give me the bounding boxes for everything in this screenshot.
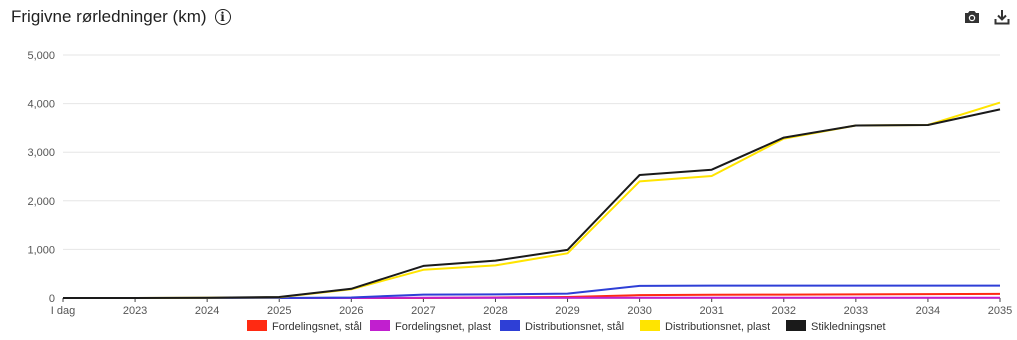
series-lines xyxy=(63,101,1001,299)
legend-label[interactable]: Distributionsnet, stål xyxy=(525,321,624,333)
legend-swatch[interactable] xyxy=(786,320,806,331)
series-line[interactable] xyxy=(63,101,1001,299)
x-tick-label: 2034 xyxy=(916,305,940,317)
info-icon[interactable]: i xyxy=(214,9,231,25)
x-tick-label: 2027 xyxy=(411,305,435,317)
legend-label[interactable]: Stikledningsnet xyxy=(811,321,886,333)
x-tick-label: 2026 xyxy=(339,305,363,317)
legend-swatch[interactable] xyxy=(640,320,660,331)
legend-label[interactable]: Distributionsnet, plast xyxy=(665,321,770,333)
legend-label[interactable]: Fordelingsnet, plast xyxy=(395,321,491,333)
y-tick-label: 2,000 xyxy=(27,196,55,208)
x-tick-label: 2031 xyxy=(699,305,723,317)
x-tick-label: I dag xyxy=(51,305,75,317)
y-tick-label: 5,000 xyxy=(27,50,55,62)
y-axis: 0 1,000 2,000 3,000 4,000 5,000 xyxy=(27,50,55,305)
legend: Fordelingsnet, stål Fordelingsnet, plast D… xyxy=(247,320,886,333)
legend-label[interactable]: Fordelingsnet, stål xyxy=(272,321,362,333)
camera-icon[interactable] xyxy=(963,8,981,26)
x-tick-label: 2025 xyxy=(267,305,291,317)
x-tick-label: 2030 xyxy=(627,305,651,317)
y-tick-label: 4,000 xyxy=(27,99,55,111)
x-tick-label: 2024 xyxy=(195,305,219,317)
legend-swatch[interactable] xyxy=(247,320,267,331)
x-tick-label: 2028 xyxy=(483,305,507,317)
series-line[interactable] xyxy=(63,108,1001,299)
legend-swatch[interactable] xyxy=(500,320,520,331)
x-tick-label: 2032 xyxy=(772,305,796,317)
x-tick-label: 2023 xyxy=(123,305,147,317)
chart-title: Frigivne rørledninger (km) xyxy=(11,7,207,26)
y-tick-label: 1,000 xyxy=(27,244,55,256)
download-icon[interactable] xyxy=(993,8,1011,26)
legend-swatch[interactable] xyxy=(370,320,390,331)
chart-header: Frigivne rørledninger (km) i xyxy=(11,7,231,27)
y-tick-label: 0 xyxy=(49,293,55,305)
x-axis: I dag 2023 2024 2025 2026 2027 2028 2029 2030 203… xyxy=(51,298,1012,317)
series-line[interactable] xyxy=(63,284,1000,299)
y-tick-label: 3,000 xyxy=(27,147,55,159)
x-tick-label: 2033 xyxy=(844,305,868,317)
x-tick-label: 2029 xyxy=(555,305,579,317)
grid-lines xyxy=(63,54,1000,299)
chart-toolbar xyxy=(963,8,1011,26)
x-tick-label: 2035 xyxy=(988,305,1012,317)
